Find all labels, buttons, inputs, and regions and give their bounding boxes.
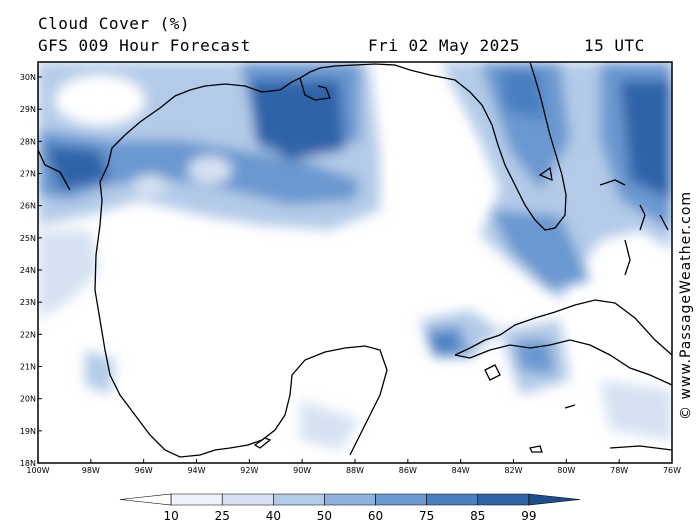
lat-tick-label: 24N: [20, 266, 36, 275]
lon-tick-label: 78W: [610, 466, 628, 475]
lon-tick-label: 84W: [452, 466, 470, 475]
longitude-axis: 100W 98W 96W 94W 92W 90W 88W 86W 84W 82W 80W 78W 76W: [26, 459, 681, 475]
passageweather-credit: © www.PassageWeather.com: [678, 190, 694, 420]
colorbar-segment: [170, 493, 223, 506]
lat-tick-label: 19N: [20, 427, 36, 436]
lon-tick-label: 90W: [293, 466, 311, 475]
colorbar: [119, 493, 581, 506]
coastline: [38, 62, 672, 458]
forecast-subtitle: GFS 009 Hour Forecast: [38, 36, 251, 55]
cloud-field: [38, 62, 672, 463]
colorbar-segment: [477, 493, 530, 506]
lat-tick-label: 28N: [20, 137, 36, 146]
colorbar-segment: [324, 493, 376, 506]
lat-tick-label: 23N: [20, 298, 36, 307]
colorbar-segment: [273, 493, 325, 506]
lon-tick-label: 80W: [557, 466, 575, 475]
lon-tick-label: 96W: [135, 466, 153, 475]
colorbar-segment: [528, 493, 581, 506]
lon-tick-label: 94W: [187, 466, 205, 475]
lat-tick-label: 30N: [20, 73, 36, 82]
colorbar-label: 99: [521, 509, 537, 523]
lon-tick-label: 76W: [663, 466, 681, 475]
lat-tick-label: 18N: [20, 459, 36, 468]
map-title: Cloud Cover (%): [38, 14, 190, 33]
colorbar-segment: [119, 493, 172, 506]
forecast-time: 15 UTC: [584, 36, 645, 55]
lat-tick-label: 21N: [20, 363, 36, 372]
colorbar-segment: [426, 493, 479, 506]
latitude-axis: 30N 29N 28N 27N 26N 25N 24N 23N 22N 21N 20N 19N 18N: [20, 73, 42, 468]
lon-tick-label: 86W: [399, 466, 417, 475]
colorbar-segment: [375, 493, 427, 506]
lon-tick-label: 100W: [26, 466, 49, 475]
lon-tick-label: 82W: [504, 466, 522, 475]
colorbar-label: 50: [316, 509, 333, 523]
lon-tick-label: 88W: [346, 466, 364, 475]
colorbar-label: 85: [470, 509, 486, 523]
colorbar-label: 10: [163, 509, 179, 523]
lat-tick-label: 20N: [20, 395, 36, 404]
lon-tick-label: 98W: [82, 466, 100, 475]
colorbar-segment: [221, 493, 274, 506]
colorbar-label: 60: [367, 509, 384, 523]
colorbar-label: 25: [214, 509, 230, 523]
lat-tick-label: 22N: [20, 330, 36, 339]
colorbar-label: 75: [419, 509, 435, 523]
lat-tick-label: 25N: [20, 234, 36, 243]
colorbar-label: 40: [265, 509, 281, 523]
forecast-date: Fri 02 May 2025: [368, 36, 520, 55]
lon-tick-label: 92W: [240, 466, 258, 475]
lat-tick-label: 29N: [20, 105, 36, 114]
lat-tick-label: 26N: [20, 202, 36, 211]
lat-tick-label: 27N: [20, 170, 36, 179]
